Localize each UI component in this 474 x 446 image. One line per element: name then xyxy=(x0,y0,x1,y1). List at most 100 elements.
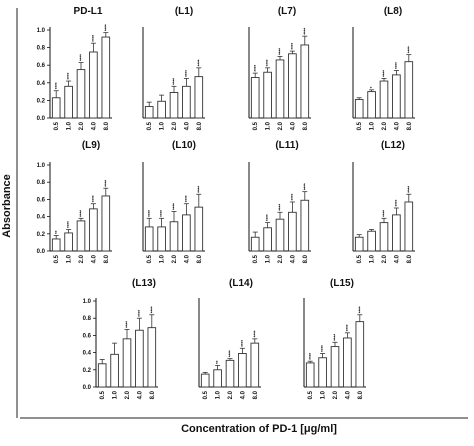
significance-label: **** xyxy=(54,82,59,89)
bar xyxy=(300,199,310,252)
chart-title: (L11) xyxy=(275,140,298,151)
bar xyxy=(404,61,414,119)
bar xyxy=(200,373,210,388)
bar xyxy=(250,342,260,388)
x-tick-label: 0.5 xyxy=(357,254,363,263)
x-tick-label: 8.0 xyxy=(197,121,203,130)
chart-title: (L14) xyxy=(229,278,253,289)
x-tick-label: 8.0 xyxy=(150,390,156,399)
x-tick-label: 2.0 xyxy=(79,121,85,130)
significance-label: **** xyxy=(159,210,164,217)
bar xyxy=(64,232,73,252)
chart-panel: (L15) 0.5 **** 1.0 **** 2.0 **** 4.0 **** 8.0 **** xyxy=(303,278,366,399)
significance-label: **** xyxy=(302,28,307,35)
significance-label: **** xyxy=(278,48,283,55)
x-tick-label: 8.0 xyxy=(104,121,110,130)
bar xyxy=(318,357,327,388)
x-tick-label: 0.5 xyxy=(308,390,314,399)
x-tick-label: 0.5 xyxy=(147,254,153,263)
significance-label: **** xyxy=(394,62,399,69)
x-tick-label: 4.0 xyxy=(137,390,143,399)
x-tick-label: 8.0 xyxy=(358,390,364,399)
x-tick-label: 1.0 xyxy=(370,121,376,130)
bar xyxy=(101,36,111,119)
bar xyxy=(288,53,297,119)
x-tick-label: 2.0 xyxy=(278,254,284,263)
x-tick-label: 0.5 xyxy=(100,390,106,399)
significance-label: **** xyxy=(79,210,84,217)
bar xyxy=(76,69,86,119)
significance-label: **** xyxy=(382,210,387,217)
significance-label: **** xyxy=(290,193,295,200)
significance-label: **** xyxy=(103,180,108,187)
x-tick-label: 1.0 xyxy=(113,390,119,399)
bar xyxy=(263,227,272,252)
significance-label: **** xyxy=(91,35,96,42)
x-tick-label: 1.0 xyxy=(67,121,73,130)
bar xyxy=(263,71,272,119)
bar xyxy=(305,362,315,388)
x-tick-label: 0.5 xyxy=(253,121,259,130)
chart-title: (L8) xyxy=(384,6,402,17)
significance-label: **** xyxy=(172,203,177,210)
significance-label: **** xyxy=(147,210,152,217)
chart-panel: (L14) 0.5 1.0 ** 2.0 **** 4.0 **** 8.0 **** xyxy=(198,278,261,399)
bar xyxy=(275,59,285,119)
bar xyxy=(379,80,389,119)
significance-label: **** xyxy=(394,199,399,206)
chart-panel: (L1) 0.5 1.0 2.0 **** 4.0 **** 8.0 **** xyxy=(142,6,205,130)
x-tick-label: 2.0 xyxy=(382,254,388,263)
y-tick-label: 0.8 xyxy=(37,180,46,186)
significance-label: **** xyxy=(66,221,71,228)
chart-panel: (L8) 0.5 1.0 * 2.0 **** 4.0 **** 8.0 **** xyxy=(352,6,415,130)
x-tick-label: 1.0 xyxy=(370,254,376,263)
x-tick-label: 0.5 xyxy=(54,121,60,130)
significance-label: **** xyxy=(382,70,387,77)
x-tick-label: 8.0 xyxy=(303,121,309,130)
bar xyxy=(213,369,222,388)
bar xyxy=(250,236,260,252)
x-tick-label: 1.0 xyxy=(266,254,272,263)
bar xyxy=(392,214,401,252)
significance-label: **** xyxy=(290,42,295,49)
x-tick-label: 8.0 xyxy=(303,254,309,263)
bar xyxy=(238,353,247,388)
significance-label: **** xyxy=(333,334,338,341)
x-tick-label: 2.0 xyxy=(228,390,234,399)
x-tick-label: 0.5 xyxy=(54,254,60,263)
y-tick-label: 0.6 xyxy=(83,333,92,339)
x-tick-label: 4.0 xyxy=(290,254,296,263)
significance-label: ** xyxy=(215,360,220,364)
significance-label: **** xyxy=(184,195,189,202)
chart-panel: (L9) 0.0 0.2 0.4 0.6 0.8 1.0 0.5 ** 1.0 **** 2.0 ***… xyxy=(37,140,112,263)
bar xyxy=(144,226,154,252)
y-tick-label: 0.6 xyxy=(37,197,46,203)
significance-label: **** xyxy=(278,204,283,211)
significance-label: **** xyxy=(240,340,245,347)
significance-label: **** xyxy=(228,350,233,357)
significance-label: **** xyxy=(184,70,189,77)
bar xyxy=(392,74,401,119)
significance-label: **** xyxy=(91,195,96,202)
bar xyxy=(225,359,235,388)
x-tick-label: 8.0 xyxy=(197,254,203,263)
x-axis-label: Concentration of PD-1 [μg/ml] xyxy=(181,423,337,435)
y-tick-label: 0.2 xyxy=(83,368,92,374)
bar xyxy=(367,91,376,119)
significance-label: **** xyxy=(253,64,258,71)
chart-panel: PD-L1 0.0 0.2 0.4 0.6 0.8 1.0 0.5 **** 1.0 **** 2.0… xyxy=(37,6,112,130)
x-tick-label: 8.0 xyxy=(407,121,413,130)
bar xyxy=(89,208,98,252)
x-tick-label: 8.0 xyxy=(253,390,259,399)
significance-label: **** xyxy=(66,72,71,79)
bar xyxy=(51,238,61,252)
significance-label: **** xyxy=(265,59,270,66)
bar xyxy=(355,321,365,388)
significance-label: **** xyxy=(172,78,177,85)
significance-label: **** xyxy=(252,330,257,337)
bar xyxy=(157,226,166,252)
bar xyxy=(101,195,111,252)
bar xyxy=(76,220,86,252)
chart-title: (L7) xyxy=(278,6,296,17)
bar xyxy=(182,214,191,252)
